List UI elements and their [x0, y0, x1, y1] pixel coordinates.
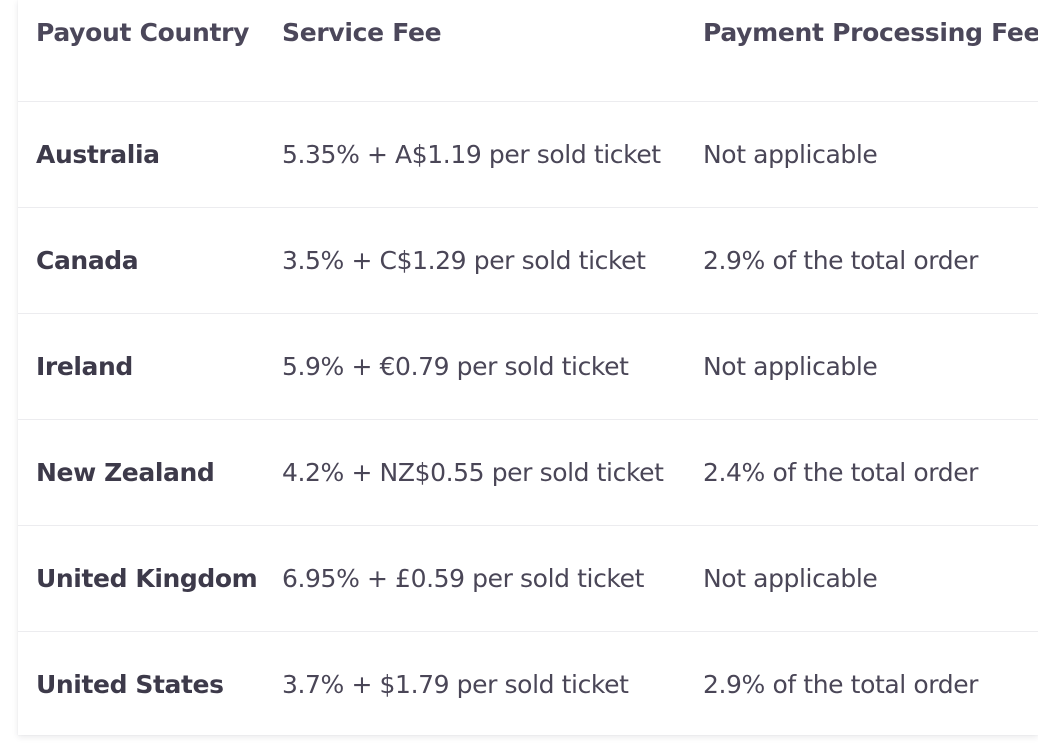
country-cell: Australia [36, 140, 160, 169]
country-cell: New Zealand [36, 458, 215, 487]
processing-fee-cell: 2.9% of the total order [703, 246, 979, 275]
column-header-payout-country: Payout Country [36, 18, 250, 47]
country-cell: Ireland [36, 352, 133, 381]
processing-fee-cell: Not applicable [703, 564, 878, 593]
service-fee-cell: 5.9% + €0.79 per sold ticket [282, 352, 629, 381]
table-row: Australia 5.35% + A$1.19 per sold ticket… [18, 102, 1038, 208]
fee-table: Payout Country Service Fee Payment Proce… [18, 0, 1038, 735]
service-fee-cell: 3.7% + $1.79 per sold ticket [282, 670, 629, 700]
service-fee-cell: 6.95% + £0.59 per sold ticket [282, 564, 644, 593]
table-row: United States 3.7% + $1.79 per sold tick… [18, 632, 1038, 736]
table-row: United Kingdom 6.95% + £0.59 per sold ti… [18, 526, 1038, 632]
fee-table-card: Payout Country Service Fee Payment Proce… [18, 0, 1038, 735]
service-fee-cell: 3.5% + C$1.29 per sold ticket [282, 246, 646, 275]
table-row: New Zealand 4.2% + NZ$0.55 per sold tick… [18, 420, 1038, 526]
column-header-service-fee: Service Fee [282, 18, 442, 47]
country-cell: United Kingdom [36, 564, 258, 593]
country-cell: United States [36, 670, 224, 700]
service-fee-cell: 4.2% + NZ$0.55 per sold ticket [282, 458, 664, 487]
processing-fee-cell: 2.4% of the total order [703, 458, 979, 487]
table-header-row: Payout Country Service Fee Payment Proce… [18, 0, 1038, 102]
table-row: Ireland 5.9% + €0.79 per sold ticket Not… [18, 314, 1038, 420]
column-header-payment-processing-fee: Payment Processing Fee [703, 18, 1038, 47]
processing-fee-cell: 2.9% of the total order [703, 670, 979, 700]
processing-fee-cell: Not applicable [703, 352, 878, 381]
processing-fee-cell: Not applicable [703, 140, 878, 169]
service-fee-cell: 5.35% + A$1.19 per sold ticket [282, 140, 661, 169]
country-cell: Canada [36, 246, 139, 275]
table-row: Canada 3.5% + C$1.29 per sold ticket 2.9… [18, 208, 1038, 314]
